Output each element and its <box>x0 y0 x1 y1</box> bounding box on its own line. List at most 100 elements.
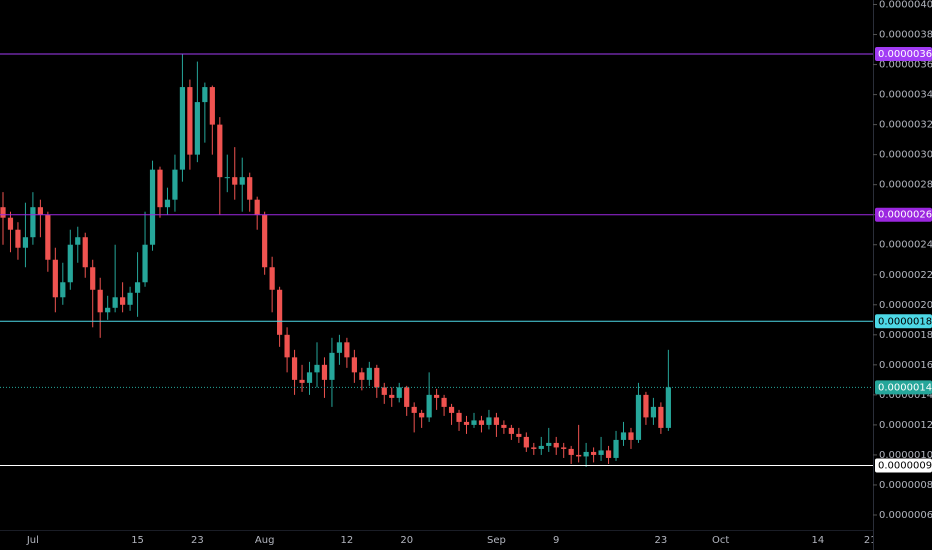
x-tick-label: 15 <box>131 535 144 546</box>
candle-body <box>262 214 268 268</box>
candle-body <box>336 342 343 353</box>
candle-body <box>434 394 440 398</box>
level-label: 0.00000367 <box>878 49 932 60</box>
candle-body <box>45 214 51 260</box>
candle-body <box>239 177 245 185</box>
candle-body <box>650 406 657 418</box>
candle-body <box>157 169 163 208</box>
candle-body <box>75 237 81 245</box>
candle-body <box>254 199 260 215</box>
candle-body <box>531 447 537 449</box>
candle-body <box>404 387 410 407</box>
x-tick-label: 23 <box>191 535 204 546</box>
candle-body <box>291 357 298 380</box>
candle-body <box>299 379 305 383</box>
candle-body <box>568 448 574 455</box>
candle-body <box>441 397 447 407</box>
candle-body <box>277 289 283 335</box>
candle-body <box>605 450 612 458</box>
candle-body <box>576 454 582 457</box>
candle-body <box>553 442 559 448</box>
level-label: 0.00000145 <box>878 382 932 393</box>
candle-body <box>120 297 126 305</box>
candle-body <box>538 445 544 449</box>
level-label: 0.00000189 <box>878 316 932 327</box>
candle-body <box>149 169 156 245</box>
candle-body <box>419 412 425 418</box>
candle-body <box>202 87 208 103</box>
candle-body <box>67 244 73 283</box>
candle-body <box>561 447 567 449</box>
candle-body <box>306 372 313 383</box>
candle-body <box>52 259 58 298</box>
candle-body <box>501 424 507 428</box>
candle-body <box>112 297 118 308</box>
candle-body <box>142 244 148 283</box>
price-axis-panel <box>873 0 932 550</box>
candle-body <box>217 124 223 178</box>
candle-body <box>523 436 529 448</box>
candle-body <box>127 292 133 305</box>
candle-body <box>22 237 29 248</box>
candle-body <box>456 412 462 422</box>
candle-body <box>620 432 627 440</box>
candle-body <box>37 207 43 215</box>
candle-body <box>665 387 671 428</box>
candle-body <box>224 177 230 179</box>
candle-body <box>90 267 96 290</box>
x-tick-label: 20 <box>400 535 413 546</box>
level-label: 0.00000093 <box>878 460 932 471</box>
candle-body <box>97 289 103 313</box>
candle-body <box>613 439 619 458</box>
candle-body <box>351 357 357 373</box>
candle-body <box>329 352 335 380</box>
candle-body <box>374 367 380 388</box>
candle-body <box>232 177 238 185</box>
candle-body <box>508 427 514 434</box>
x-tick-label: 9 <box>553 535 559 546</box>
candle-body <box>583 451 589 457</box>
candle-body <box>164 199 171 208</box>
candle-body <box>15 229 21 248</box>
level-label-background <box>875 207 932 222</box>
candle-body <box>209 87 215 125</box>
candle-body <box>7 217 14 230</box>
candle-body <box>359 372 365 380</box>
candle-body <box>366 367 372 380</box>
candle-body <box>493 417 500 425</box>
candle-body <box>635 394 642 440</box>
x-tick-label: 23 <box>655 535 668 546</box>
candle-body <box>478 420 485 425</box>
candle-body <box>628 432 634 440</box>
candle-body <box>658 406 664 428</box>
candle-body <box>411 406 417 413</box>
candle-body <box>381 387 387 395</box>
candle-body <box>0 207 6 218</box>
candle-body <box>448 406 455 413</box>
candle-body <box>643 394 649 418</box>
candle-body <box>179 87 186 170</box>
candle-body <box>396 387 402 398</box>
x-tick-label: Jul <box>26 535 39 546</box>
candle-body <box>389 394 395 398</box>
candle-body <box>284 334 290 358</box>
level-label-background <box>875 47 932 62</box>
candle-body <box>82 237 88 268</box>
candle-body <box>426 394 432 418</box>
candle-body <box>463 421 470 425</box>
candle-body <box>60 282 66 298</box>
